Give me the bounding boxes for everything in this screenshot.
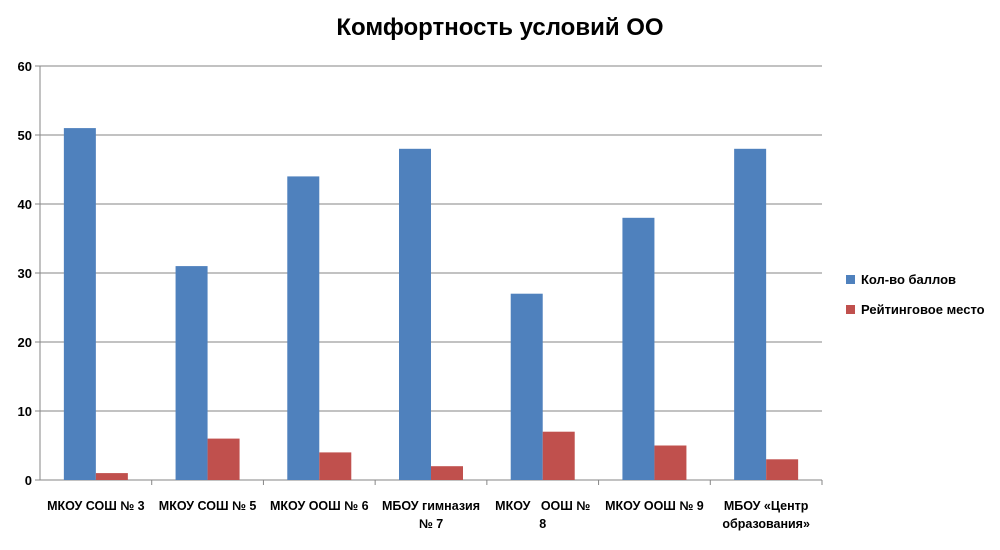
y-tick-label: 10 bbox=[18, 404, 32, 419]
x-tick-label: МКОУ СОШ № 5 bbox=[159, 499, 257, 513]
bar-score bbox=[622, 217, 655, 481]
bar-score bbox=[510, 293, 543, 480]
legend-swatch bbox=[846, 275, 855, 284]
legend-label: Кол-во баллов bbox=[861, 272, 956, 287]
x-tick-label: образования» bbox=[722, 517, 810, 531]
y-tick-label: 30 bbox=[18, 266, 32, 281]
y-tick-label: 50 bbox=[18, 128, 32, 143]
x-tick-label: МКОУ СОШ № 3 bbox=[47, 499, 145, 513]
bar-rank bbox=[542, 431, 575, 480]
x-tick-label: МБОУ «Центр bbox=[724, 499, 809, 513]
chart-title: Комфортность условий ОО bbox=[336, 14, 664, 41]
x-tick-label: МКОУ ООШ № 9 bbox=[605, 499, 704, 513]
y-tick-label: 60 bbox=[18, 59, 32, 74]
legend-swatch bbox=[846, 305, 855, 314]
legend-label: Рейтинговое место bbox=[861, 302, 985, 317]
y-tick-label: 20 bbox=[18, 335, 32, 350]
bar-rank bbox=[207, 438, 240, 480]
x-tick-label: МКОУ ООШ № 6 bbox=[270, 499, 369, 513]
bar-score bbox=[399, 148, 431, 481]
bar-score bbox=[175, 266, 208, 480]
bar-score bbox=[734, 148, 767, 481]
bar-rank bbox=[766, 459, 799, 480]
bar-rank bbox=[95, 473, 128, 480]
bar-rank bbox=[654, 445, 687, 480]
x-tick-label: 8 bbox=[539, 517, 546, 531]
bar-rank bbox=[319, 452, 352, 480]
x-tick-label: МБОУ гимназия bbox=[382, 499, 480, 513]
bar-rank bbox=[431, 466, 463, 480]
bar-score bbox=[287, 176, 320, 480]
x-tick-label: МКОУ ООШ № bbox=[495, 499, 590, 513]
y-tick-label: 40 bbox=[18, 197, 32, 212]
y-tick-label: 0 bbox=[25, 473, 32, 488]
x-tick-label: № 7 bbox=[419, 517, 443, 531]
bar-score bbox=[63, 128, 96, 480]
